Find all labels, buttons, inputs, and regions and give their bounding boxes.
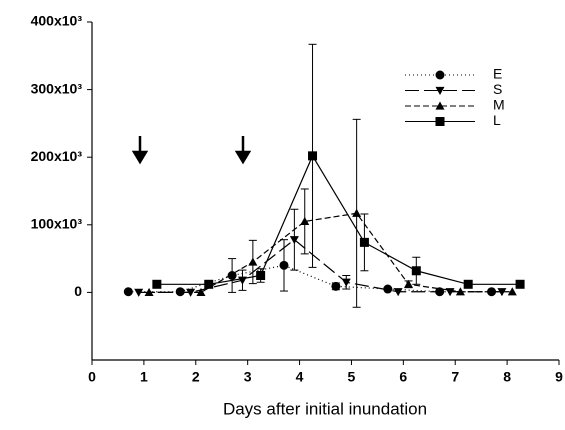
x-tick-label: 7 [451,369,459,385]
marker [144,287,154,296]
marker [404,279,414,288]
legend-label: L [493,112,501,128]
x-tick-label: 0 [88,369,96,385]
marker [256,271,266,280]
marker [497,288,507,297]
marker [289,236,299,245]
series-line [138,238,502,293]
x-tick-label: 9 [555,369,563,385]
marker [435,117,445,126]
y-tick-label: 200x10³ [31,148,83,164]
marker [308,151,318,161]
legend-label: E [493,66,502,82]
marker [435,70,445,80]
x-tick-label: 1 [140,369,148,385]
marker [123,287,133,297]
x-tick-label: 5 [348,369,356,385]
x-axis-label: Days after initial inundation [223,399,427,418]
marker [175,287,185,297]
marker [204,279,214,289]
marker [331,281,341,291]
y-tick-label: 0 [74,283,82,299]
y-tick-label: 100x10³ [31,216,83,232]
marker [248,257,258,266]
marker [196,287,206,296]
arrow-head [234,150,252,165]
marker [507,287,517,296]
marker [463,279,473,289]
x-tick-label: 8 [503,369,511,385]
marker [435,86,445,95]
marker [152,279,162,289]
arrows [131,136,252,165]
y-tick-label: 400x10³ [31,13,83,29]
series-line [149,212,513,293]
legend-label: M [493,97,505,113]
marker [352,208,362,217]
legend-label: S [493,81,502,97]
marker [515,279,525,289]
x-tick-label: 3 [244,369,252,385]
marker [411,266,421,276]
marker [359,237,369,247]
marker [279,260,289,270]
x-tick-label: 4 [296,369,304,385]
series-line [156,154,521,285]
series-line [128,264,492,293]
marker [455,287,465,296]
marker [341,278,351,287]
marker [383,284,393,294]
marker [435,101,445,110]
x-tick-label: 6 [399,369,407,385]
marker [300,216,310,226]
marker [134,288,144,297]
x-tick-label: 2 [192,369,200,385]
arrow-head [131,150,149,165]
y-tick-label: 300x10³ [31,80,83,96]
marker [393,288,403,297]
